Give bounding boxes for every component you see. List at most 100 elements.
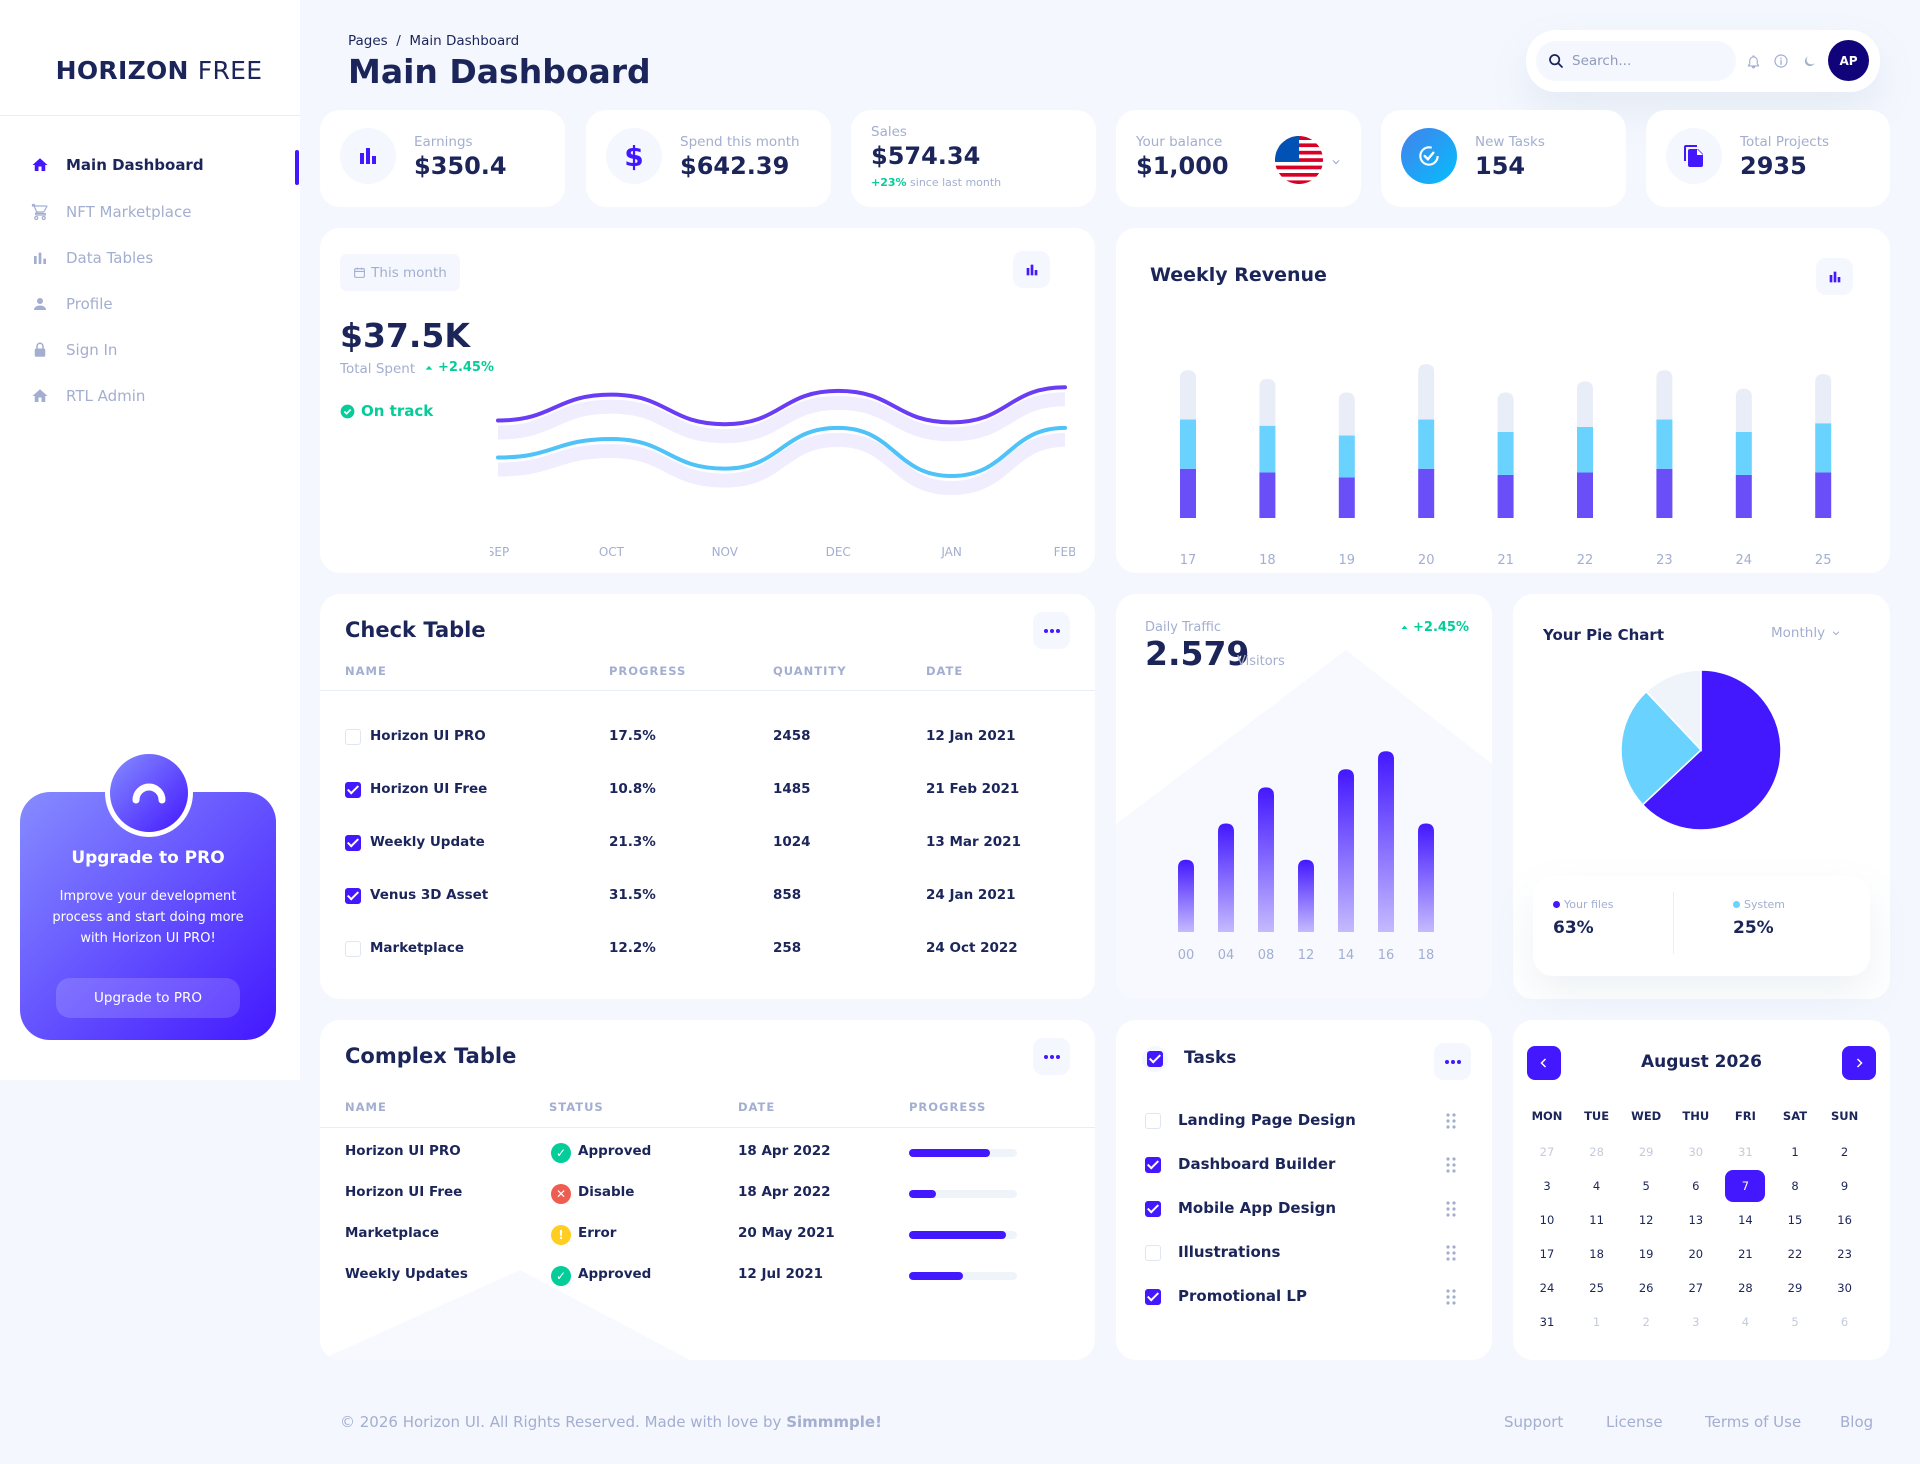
avatar[interactable]: AP: [1828, 40, 1869, 81]
chevron-down-icon[interactable]: [1330, 156, 1342, 168]
calendar-day[interactable]: 4: [1592, 1179, 1601, 1193]
chart-options-button[interactable]: [1816, 258, 1853, 295]
stat-value: $1,000: [1136, 152, 1229, 180]
calendar-day[interactable]: 14: [1738, 1213, 1753, 1227]
calendar-day[interactable]: 18: [1589, 1247, 1604, 1261]
calendar-day[interactable]: 10: [1539, 1213, 1555, 1227]
more-options-button[interactable]: [1033, 1038, 1070, 1075]
sidebar-item-nft-marketplace[interactable]: NFT Marketplace: [28, 197, 288, 227]
sidebar-item-sign-in[interactable]: Sign In: [28, 335, 288, 365]
cart-icon: [28, 200, 52, 224]
task-checkbox[interactable]: [1145, 1245, 1161, 1261]
calendar-day[interactable]: 27: [1688, 1281, 1704, 1295]
drag-handle-icon[interactable]: [1446, 1201, 1456, 1217]
calendar-day[interactable]: 13: [1688, 1213, 1704, 1227]
x-tick-label: SEP: [490, 545, 509, 559]
calendar-day[interactable]: 9: [1840, 1179, 1849, 1193]
task-label: Mobile App Design: [1178, 1199, 1337, 1217]
calendar-day[interactable]: 5: [1791, 1315, 1799, 1329]
calendar-day[interactable]: 20: [1688, 1247, 1704, 1261]
footer-link-license[interactable]: License: [1606, 1413, 1663, 1431]
calendar-day[interactable]: 31: [1738, 1145, 1753, 1159]
task-checkbox[interactable]: [1145, 1113, 1161, 1129]
calendar-day[interactable]: 31: [1539, 1315, 1555, 1329]
task-checkbox[interactable]: [1145, 1201, 1161, 1217]
pie-legend: Your files 63% System 25%: [1533, 876, 1870, 976]
drag-handle-icon[interactable]: [1446, 1157, 1456, 1173]
us-flag-icon[interactable]: [1275, 136, 1323, 184]
sidebar-item-main-dashboard[interactable]: Main Dashboard: [28, 150, 288, 180]
row-checkbox[interactable]: [345, 782, 361, 798]
sidebar-item-profile[interactable]: Profile: [28, 289, 288, 319]
info-icon[interactable]: [1770, 50, 1792, 72]
calendar-day[interactable]: 30: [1837, 1281, 1852, 1295]
calendar-day[interactable]: 29: [1638, 1145, 1654, 1159]
calendar-day[interactable]: 19: [1638, 1247, 1654, 1261]
calendar-day[interactable]: 25: [1589, 1281, 1604, 1295]
sidebar-item-data-tables[interactable]: Data Tables: [28, 243, 288, 273]
calendar-day[interactable]: 1: [1791, 1145, 1799, 1159]
task-checkbox[interactable]: [1145, 1289, 1161, 1305]
calendar-day[interactable]: 5: [1642, 1179, 1650, 1193]
moon-icon[interactable]: [1798, 50, 1820, 72]
calendar-day[interactable]: 11: [1589, 1213, 1604, 1227]
calendar-day[interactable]: 15: [1787, 1213, 1803, 1227]
calendar-day[interactable]: 23: [1837, 1247, 1852, 1261]
drag-handle-icon[interactable]: [1446, 1245, 1456, 1261]
calendar-day[interactable]: 1: [1592, 1315, 1601, 1329]
footer-link-blog[interactable]: Blog: [1840, 1413, 1874, 1431]
footer-link-support[interactable]: Support: [1504, 1413, 1564, 1431]
pie-slice: [1641, 669, 1782, 831]
month-filter-button[interactable]: This month: [340, 254, 460, 291]
header-divider: [320, 1127, 1095, 1128]
calendar-day[interactable]: 29: [1787, 1281, 1803, 1295]
more-options-button[interactable]: [1434, 1043, 1471, 1080]
calendar-day[interactable]: 26: [1638, 1281, 1654, 1295]
calendar-day[interactable]: 2: [1642, 1315, 1650, 1329]
drag-handle-icon[interactable]: [1446, 1113, 1456, 1129]
search-input[interactable]: [1572, 53, 1722, 69]
calendar-day[interactable]: 30: [1688, 1145, 1704, 1159]
calendar-day[interactable]: 22: [1787, 1247, 1803, 1261]
calendar-day[interactable]: 17: [1539, 1247, 1555, 1261]
chart-options-button[interactable]: [1013, 251, 1050, 288]
row-checkbox[interactable]: [345, 888, 361, 904]
more-options-button[interactable]: [1033, 612, 1070, 649]
row-checkbox[interactable]: [345, 835, 361, 851]
bell-icon[interactable]: [1742, 50, 1764, 72]
progress-fill: [909, 1149, 990, 1157]
calendar-day[interactable]: 6: [1840, 1315, 1849, 1329]
calendar-day[interactable]: 28: [1738, 1281, 1753, 1295]
calendar-day[interactable]: 28: [1589, 1145, 1604, 1159]
calendar-day[interactable]: 27: [1539, 1145, 1555, 1159]
copyright-author-link[interactable]: Simmmple!: [786, 1413, 882, 1431]
row-checkbox[interactable]: [345, 941, 361, 957]
calendar-day[interactable]: 24: [1539, 1281, 1555, 1295]
weekday-header: SAT: [1782, 1109, 1808, 1123]
task-checkbox[interactable]: [1145, 1157, 1161, 1173]
calendar-day[interactable]: 8: [1791, 1179, 1799, 1193]
calendar-day[interactable]: 3: [1543, 1179, 1551, 1193]
calendar-day[interactable]: 7: [1725, 1170, 1766, 1202]
calendar-day[interactable]: 2: [1840, 1145, 1849, 1159]
month-filter-label: This month: [371, 264, 447, 281]
drag-handle-icon[interactable]: [1446, 1289, 1456, 1305]
upgrade-button[interactable]: Upgrade to PRO: [56, 978, 240, 1018]
prev-month-button[interactable]: [1527, 1046, 1561, 1080]
row-checkbox[interactable]: [345, 729, 361, 745]
brand-logo[interactable]: HORIZON FREE: [0, 56, 318, 85]
breadcrumb[interactable]: Pages / Main Dashboard: [348, 33, 520, 49]
task-item: Illustrations: [1116, 1238, 1492, 1268]
footer-link-terms[interactable]: Terms of Use: [1705, 1413, 1802, 1431]
calendar-day[interactable]: 4: [1741, 1315, 1750, 1329]
calendar-day[interactable]: 6: [1692, 1179, 1700, 1193]
calendar-day[interactable]: 21: [1738, 1247, 1753, 1261]
pie-filter-select[interactable]: Monthly: [1771, 625, 1841, 641]
bar-segment: [1656, 468, 1673, 518]
sidebar-item-rtl-admin[interactable]: RTL Admin: [28, 381, 288, 411]
calendar-day[interactable]: 16: [1837, 1213, 1852, 1227]
next-month-button[interactable]: [1842, 1046, 1876, 1080]
calendar-day[interactable]: 3: [1692, 1315, 1700, 1329]
calendar-day[interactable]: 12: [1638, 1213, 1654, 1227]
cell-status: Disable: [578, 1184, 635, 1200]
